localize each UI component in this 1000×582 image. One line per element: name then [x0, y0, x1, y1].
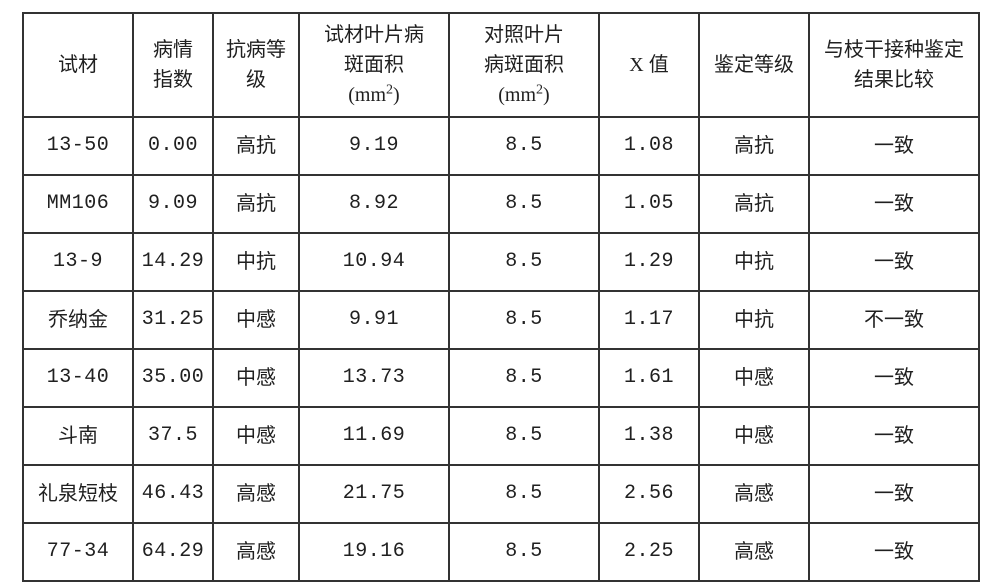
cell-x_value: 1.29 [599, 233, 699, 291]
col-header-resist_level: 抗病等级 [213, 13, 299, 117]
col-header-identify_level: 鉴定等级 [699, 13, 809, 117]
cell-identify_level: 中抗 [699, 233, 809, 291]
cell-material: 13-40 [23, 349, 133, 407]
cell-compare: 一致 [809, 523, 979, 581]
cell-resist_level: 中感 [213, 407, 299, 465]
cell-test_area: 13.73 [299, 349, 449, 407]
cell-identify_level: 高抗 [699, 175, 809, 233]
cell-material: 斗南 [23, 407, 133, 465]
col-header-material: 试材 [23, 13, 133, 117]
table-row: MM1069.09高抗8.928.51.05高抗一致 [23, 175, 979, 233]
cell-test_area: 8.92 [299, 175, 449, 233]
cell-disease_index: 37.5 [133, 407, 213, 465]
cell-resist_level: 中抗 [213, 233, 299, 291]
col-header-compare: 与枝干接种鉴定结果比较 [809, 13, 979, 117]
cell-resist_level: 高感 [213, 465, 299, 523]
cell-material: 77-34 [23, 523, 133, 581]
col-header-disease_index: 病情指数 [133, 13, 213, 117]
cell-compare: 一致 [809, 175, 979, 233]
cell-compare: 一致 [809, 407, 979, 465]
cell-compare: 一致 [809, 117, 979, 175]
cell-identify_level: 高感 [699, 523, 809, 581]
cell-resist_level: 高抗 [213, 117, 299, 175]
table-row: 乔纳金31.25中感9.918.51.17中抗不一致 [23, 291, 979, 349]
cell-resist_level: 高抗 [213, 175, 299, 233]
cell-x_value: 2.25 [599, 523, 699, 581]
cell-control_area: 8.5 [449, 349, 599, 407]
cell-x_value: 1.38 [599, 407, 699, 465]
cell-identify_level: 中抗 [699, 291, 809, 349]
cell-control_area: 8.5 [449, 407, 599, 465]
header-row: 试材病情指数抗病等级试材叶片病斑面积(mm2)对照叶片病斑面积(mm2)X 值鉴… [23, 13, 979, 117]
cell-control_area: 8.5 [449, 465, 599, 523]
cell-material: 乔纳金 [23, 291, 133, 349]
cell-disease_index: 0.00 [133, 117, 213, 175]
cell-test_area: 9.19 [299, 117, 449, 175]
cell-x_value: 1.08 [599, 117, 699, 175]
cell-identify_level: 高抗 [699, 117, 809, 175]
table-row: 礼泉短枝46.43高感21.758.52.56高感一致 [23, 465, 979, 523]
cell-control_area: 8.5 [449, 175, 599, 233]
cell-disease_index: 31.25 [133, 291, 213, 349]
table-header: 试材病情指数抗病等级试材叶片病斑面积(mm2)对照叶片病斑面积(mm2)X 值鉴… [23, 13, 979, 117]
cell-x_value: 1.05 [599, 175, 699, 233]
page-container: 试材病情指数抗病等级试材叶片病斑面积(mm2)对照叶片病斑面积(mm2)X 值鉴… [0, 0, 1000, 578]
cell-identify_level: 中感 [699, 349, 809, 407]
col-header-x_value: X 值 [599, 13, 699, 117]
cell-disease_index: 9.09 [133, 175, 213, 233]
cell-control_area: 8.5 [449, 523, 599, 581]
cell-resist_level: 中感 [213, 291, 299, 349]
cell-resist_level: 中感 [213, 349, 299, 407]
cell-identify_level: 高感 [699, 465, 809, 523]
cell-control_area: 8.5 [449, 233, 599, 291]
col-header-control_area: 对照叶片病斑面积(mm2) [449, 13, 599, 117]
cell-disease_index: 35.00 [133, 349, 213, 407]
cell-disease_index: 64.29 [133, 523, 213, 581]
cell-control_area: 8.5 [449, 117, 599, 175]
table-row: 13-914.29中抗10.948.51.29中抗一致 [23, 233, 979, 291]
table-row: 13-500.00高抗9.198.51.08高抗一致 [23, 117, 979, 175]
cell-compare: 一致 [809, 465, 979, 523]
data-table: 试材病情指数抗病等级试材叶片病斑面积(mm2)对照叶片病斑面积(mm2)X 值鉴… [22, 12, 980, 582]
table-row: 77-3464.29高感19.168.52.25高感一致 [23, 523, 979, 581]
cell-compare: 一致 [809, 233, 979, 291]
cell-disease_index: 46.43 [133, 465, 213, 523]
col-header-test_area: 试材叶片病斑面积(mm2) [299, 13, 449, 117]
cell-x_value: 1.17 [599, 291, 699, 349]
cell-resist_level: 高感 [213, 523, 299, 581]
cell-disease_index: 14.29 [133, 233, 213, 291]
cell-control_area: 8.5 [449, 291, 599, 349]
cell-test_area: 11.69 [299, 407, 449, 465]
cell-test_area: 19.16 [299, 523, 449, 581]
cell-x_value: 1.61 [599, 349, 699, 407]
cell-material: 礼泉短枝 [23, 465, 133, 523]
cell-material: 13-9 [23, 233, 133, 291]
cell-x_value: 2.56 [599, 465, 699, 523]
cell-test_area: 21.75 [299, 465, 449, 523]
table-row: 斗南37.5中感11.698.51.38中感一致 [23, 407, 979, 465]
cell-test_area: 9.91 [299, 291, 449, 349]
cell-material: 13-50 [23, 117, 133, 175]
cell-compare: 不一致 [809, 291, 979, 349]
cell-material: MM106 [23, 175, 133, 233]
cell-identify_level: 中感 [699, 407, 809, 465]
cell-compare: 一致 [809, 349, 979, 407]
table-body: 13-500.00高抗9.198.51.08高抗一致MM1069.09高抗8.9… [23, 117, 979, 581]
table-row: 13-4035.00中感13.738.51.61中感一致 [23, 349, 979, 407]
cell-test_area: 10.94 [299, 233, 449, 291]
